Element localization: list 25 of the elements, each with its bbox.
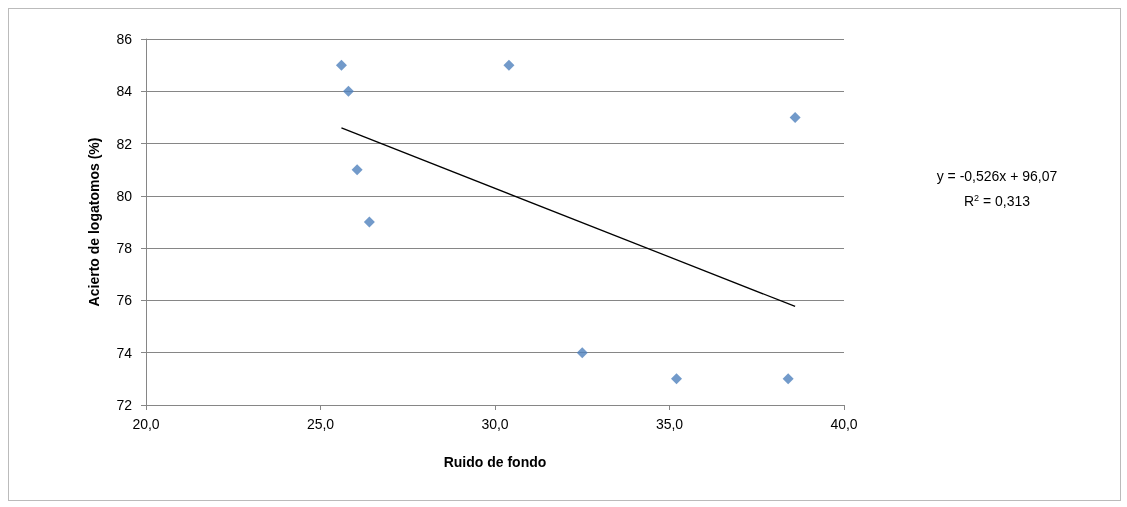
y-tick-label: 76 bbox=[116, 292, 133, 309]
y-axis-title: Acierto de logatomos (%) bbox=[86, 137, 102, 307]
x-tick-label: 20,0 bbox=[132, 416, 160, 432]
x-tick-label: 25,0 bbox=[306, 416, 335, 432]
x-axis-title: Ruido de fondo bbox=[443, 454, 547, 470]
x-tick-label: 35,0 bbox=[655, 416, 684, 432]
point bbox=[782, 373, 794, 385]
y-tick-label: 82 bbox=[116, 135, 133, 152]
y-tick-label: 84 bbox=[116, 83, 133, 100]
point bbox=[363, 216, 375, 228]
y-tick-label: 72 bbox=[116, 397, 133, 413]
point bbox=[351, 164, 363, 176]
point bbox=[503, 59, 515, 71]
text: y = -0,526x + 96,07 bbox=[936, 168, 1058, 184]
point bbox=[342, 85, 354, 97]
y-tick-label: 74 bbox=[116, 344, 133, 361]
x-tick-label: 30,0 bbox=[481, 416, 509, 432]
x-tick-label: 40,0 bbox=[830, 416, 858, 432]
point bbox=[789, 111, 801, 123]
point bbox=[576, 347, 588, 359]
y-tick-label: 86 bbox=[116, 31, 133, 47]
point bbox=[335, 59, 347, 71]
y-tick-label: 78 bbox=[116, 240, 133, 257]
point bbox=[670, 373, 682, 385]
y-tick-label: 80 bbox=[116, 187, 133, 204]
